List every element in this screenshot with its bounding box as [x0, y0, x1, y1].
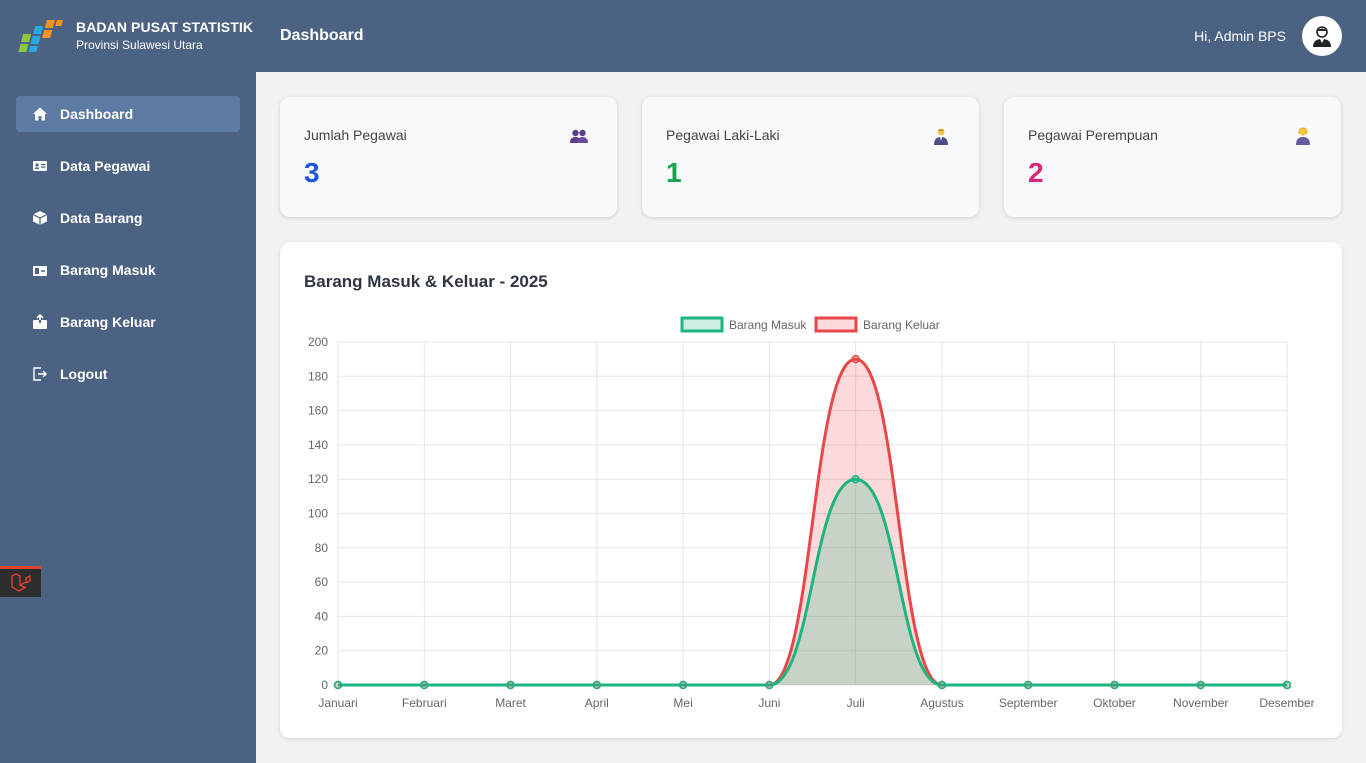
- avatar[interactable]: [1302, 16, 1342, 56]
- y-tick-label: 140: [308, 438, 328, 452]
- data-point: [1110, 680, 1119, 690]
- stat-card-pegawai-laki-laki: Pegawai Laki-Laki 1: [642, 97, 979, 217]
- y-tick-label: 160: [308, 404, 328, 418]
- data-point: [1023, 680, 1033, 690]
- sidebar-item-barang-keluar[interactable]: Barang Keluar: [16, 304, 240, 340]
- legend-label: Barang Masuk: [729, 318, 807, 332]
- data-point: [1196, 680, 1205, 690]
- data-point: [678, 680, 688, 690]
- stat-value: 3: [304, 157, 320, 188]
- home-icon: [32, 106, 48, 122]
- sidebar-item-data-pegawai[interactable]: Data Pegawai: [16, 148, 240, 184]
- box-out-icon: [32, 314, 48, 330]
- sidebar-item-barang-masuk[interactable]: Barang Masuk: [16, 252, 240, 288]
- stat-label: Pegawai Laki-Laki: [666, 127, 780, 143]
- sidebar-item-logout[interactable]: Logout: [16, 356, 240, 392]
- chart-title: Barang Masuk & Keluar - 2025: [304, 272, 548, 291]
- sidebar-item-label: Barang Masuk: [60, 262, 156, 278]
- woman-icon: [1296, 127, 1310, 145]
- sidebar-item-label: Data Barang: [60, 210, 143, 226]
- x-tick-label: Juni: [758, 696, 780, 710]
- line-chart: 0 20 40 60 80 100 120 140 160 180 200 Januari Februa…: [308, 316, 1315, 710]
- x-tick-label: November: [1173, 696, 1228, 710]
- data-point: [851, 474, 860, 484]
- id-card-icon: [32, 158, 48, 174]
- data-point: [851, 354, 860, 364]
- data-point: [333, 680, 343, 690]
- user-greeting: Hi, Admin BPS: [1194, 28, 1286, 44]
- bps-logo-icon: [18, 20, 63, 52]
- data-point: [592, 680, 602, 690]
- data-point: [765, 680, 774, 690]
- x-tick-label: Desember: [1259, 696, 1314, 710]
- sidebar-item-label: Data Pegawai: [60, 158, 151, 174]
- x-tick-label: April: [585, 696, 609, 710]
- y-tick-label: 200: [308, 335, 328, 349]
- user-avatar-icon: [1313, 26, 1331, 47]
- sidebar-item-label: Dashboard: [60, 106, 134, 122]
- data-point: [1282, 680, 1292, 690]
- series-line-barang-masuk: [338, 477, 1287, 687]
- x-tick-label: Oktober: [1093, 696, 1136, 710]
- sidebar: BADAN PUSAT STATISTIK Provinsi Sulawesi …: [0, 0, 256, 763]
- logout-icon: [32, 366, 48, 382]
- stat-label: Pegawai Perempuan: [1028, 127, 1158, 143]
- y-tick-label: 60: [315, 575, 329, 589]
- y-tick-label: 120: [308, 472, 328, 486]
- sidebar-nav: Dashboard Data Pegawai Data Barang Baran…: [0, 72, 256, 392]
- x-tick-label: Mei: [673, 696, 692, 710]
- sidebar-item-label: Logout: [60, 366, 108, 382]
- laravel-debug-badge[interactable]: [0, 566, 41, 597]
- sidebar-item-data-barang[interactable]: Data Barang: [16, 200, 240, 236]
- topbar: Dashboard Hi, Admin BPS: [256, 0, 1366, 72]
- stat-value: 2: [1028, 157, 1044, 188]
- box-icon: [32, 210, 48, 226]
- stat-card-pegawai-perempuan: Pegawai Perempuan 2: [1004, 97, 1341, 217]
- chart-card: Barang Masuk & Keluar - 2025 0 20 40 60 80 10…: [280, 242, 1342, 738]
- brand[interactable]: BADAN PUSAT STATISTIK Provinsi Sulawesi …: [0, 0, 256, 72]
- users-icon: [570, 129, 588, 143]
- x-tick-label: September: [999, 696, 1058, 710]
- legend-swatch: [680, 316, 724, 333]
- brand-subtitle: Provinsi Sulawesi Utara: [76, 38, 203, 52]
- data-point: [420, 680, 429, 690]
- y-tick-label: 100: [308, 507, 328, 521]
- legend-swatch: [814, 316, 858, 333]
- x-tick-label: Maret: [495, 696, 526, 710]
- x-tick-label: Juli: [847, 696, 865, 710]
- user-menu[interactable]: Hi, Admin BPS: [1194, 16, 1342, 56]
- x-tick-label: Februari: [402, 696, 447, 710]
- brand-title: BADAN PUSAT STATISTIK: [76, 19, 254, 35]
- y-tick-label: 20: [315, 644, 329, 658]
- y-tick-label: 0: [321, 678, 328, 692]
- y-tick-label: 80: [315, 541, 329, 555]
- x-tick-label: Agustus: [920, 696, 963, 710]
- y-tick-label: 180: [308, 369, 328, 383]
- sidebar-item-dashboard[interactable]: Dashboard: [16, 96, 240, 132]
- stat-card-jumlah-pegawai: Jumlah Pegawai 3: [280, 97, 617, 217]
- y-tick-label: 40: [315, 609, 329, 623]
- data-point: [937, 680, 947, 690]
- legend-label: Barang Keluar: [863, 318, 940, 332]
- man-icon: [934, 128, 948, 145]
- stat-label: Jumlah Pegawai: [304, 127, 407, 143]
- page-title: Dashboard: [280, 27, 364, 44]
- laravel-icon: [10, 573, 31, 592]
- sidebar-item-label: Barang Keluar: [60, 314, 156, 330]
- stat-value: 1: [666, 157, 682, 188]
- data-point: [506, 680, 515, 690]
- inbox-in-icon: [32, 262, 48, 278]
- x-tick-label: Januari: [318, 696, 357, 710]
